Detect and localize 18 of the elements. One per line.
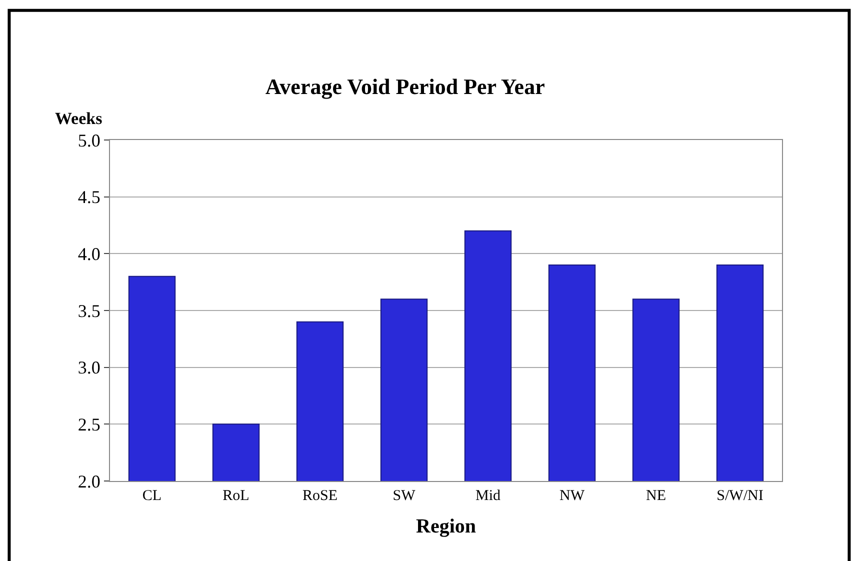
x-tick-label: NE — [646, 488, 666, 504]
y-tick-label: 2.0 — [78, 471, 100, 492]
x-axis-title: Region — [416, 516, 476, 538]
y-tick-label: 4.5 — [78, 187, 100, 208]
x-tick-label: S/W/NI — [716, 488, 764, 504]
x-tick-label: SW — [392, 488, 416, 504]
y-tick-label: 2.5 — [78, 414, 100, 434]
chart-title: Average Void Period Per Year — [265, 74, 546, 99]
y-tick-label: 4.0 — [78, 244, 100, 264]
y-tick-label: 3.5 — [78, 300, 100, 321]
x-tick-label: RoSE — [302, 488, 338, 504]
y-tick-label: 5.0 — [78, 130, 100, 150]
x-tick-label: RoL — [222, 488, 250, 504]
x-tick-label: CL — [142, 488, 162, 504]
y-axis-title: Weeks — [55, 109, 103, 128]
x-tick-label: NW — [560, 488, 586, 504]
x-tick-label: Mid — [475, 488, 501, 504]
y-tick-label: 3.0 — [78, 358, 100, 378]
